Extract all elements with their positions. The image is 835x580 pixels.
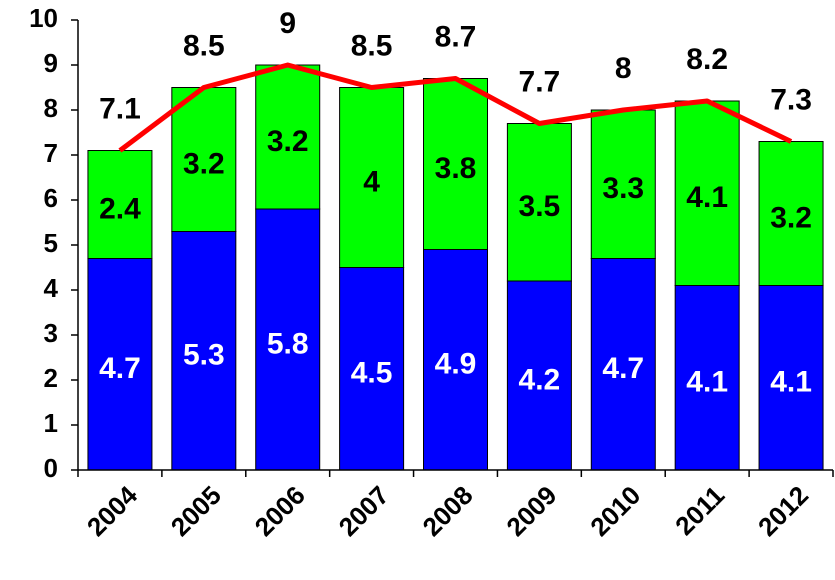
x-tick-label: 2004 xyxy=(81,480,143,542)
bar-segment xyxy=(590,258,656,471)
data-label: 3.2 xyxy=(183,147,225,180)
total-label: 8.5 xyxy=(351,29,393,62)
y-tick-label: 7 xyxy=(44,138,58,168)
bar-segment xyxy=(171,231,237,471)
y-tick-label: 6 xyxy=(44,183,58,213)
data-label: 2.4 xyxy=(99,192,141,225)
total-label: 9 xyxy=(279,7,296,40)
bar-segment xyxy=(423,249,488,471)
data-label: 4 xyxy=(363,165,380,198)
total-label: 7.1 xyxy=(99,92,141,125)
x-tick-label: 2011 xyxy=(669,480,730,541)
data-label: 5.8 xyxy=(267,327,309,360)
bar-segment xyxy=(171,87,237,232)
data-label: 4.5 xyxy=(351,357,393,390)
y-tick-label: 2 xyxy=(44,363,58,393)
x-tick-label: 2012 xyxy=(752,480,814,542)
x-tick-label: 2006 xyxy=(249,480,311,542)
total-label: 7.3 xyxy=(770,83,812,116)
data-label: 4.9 xyxy=(435,348,477,381)
total-label: 8.5 xyxy=(183,29,225,62)
x-tick-label: 2009 xyxy=(500,480,562,542)
bar-segment xyxy=(758,141,824,286)
total-label: 8.2 xyxy=(686,43,728,76)
y-tick-label: 5 xyxy=(44,228,58,258)
data-label: 3.2 xyxy=(267,125,309,158)
bar-segment xyxy=(590,109,656,259)
y-tick-label: 10 xyxy=(29,3,58,33)
y-tick-label: 3 xyxy=(44,318,58,348)
bar-segment xyxy=(87,150,153,259)
x-tick-label: 2007 xyxy=(333,480,395,542)
data-label: 3.5 xyxy=(519,190,561,223)
total-label: 7.7 xyxy=(519,65,561,98)
x-tick-label: 2005 xyxy=(165,480,227,542)
x-tick-label: 2010 xyxy=(584,480,646,542)
y-tick-label: 8 xyxy=(44,93,58,123)
y-tick-label: 9 xyxy=(44,48,58,78)
bar-segment xyxy=(674,285,740,471)
bar-segment xyxy=(255,208,321,471)
y-tick-label: 4 xyxy=(44,273,59,303)
data-label: 4.1 xyxy=(686,366,728,399)
bar-segment xyxy=(674,100,740,286)
y-tick-label: 0 xyxy=(44,453,58,483)
bar-segment xyxy=(87,258,153,471)
bar-segment xyxy=(506,123,572,282)
bar-segment xyxy=(339,267,405,471)
data-label: 4.2 xyxy=(519,363,561,396)
data-label: 3.8 xyxy=(435,152,477,185)
y-tick-label: 1 xyxy=(44,408,58,438)
total-label: 8 xyxy=(615,52,632,85)
data-label: 3.3 xyxy=(602,172,644,205)
data-label: 4.7 xyxy=(602,352,644,385)
bar-segment xyxy=(255,64,321,210)
data-label: 3.2 xyxy=(770,201,812,234)
data-label: 4.7 xyxy=(99,352,141,385)
data-label: 4.1 xyxy=(770,366,812,399)
data-label: 5.3 xyxy=(183,339,225,372)
x-tick-label: 2008 xyxy=(416,480,478,542)
bar-segment xyxy=(339,87,405,268)
total-line xyxy=(118,62,793,153)
data-label: 4.1 xyxy=(686,181,728,214)
total-label: 8.7 xyxy=(435,20,477,53)
bar-segment xyxy=(758,285,824,471)
